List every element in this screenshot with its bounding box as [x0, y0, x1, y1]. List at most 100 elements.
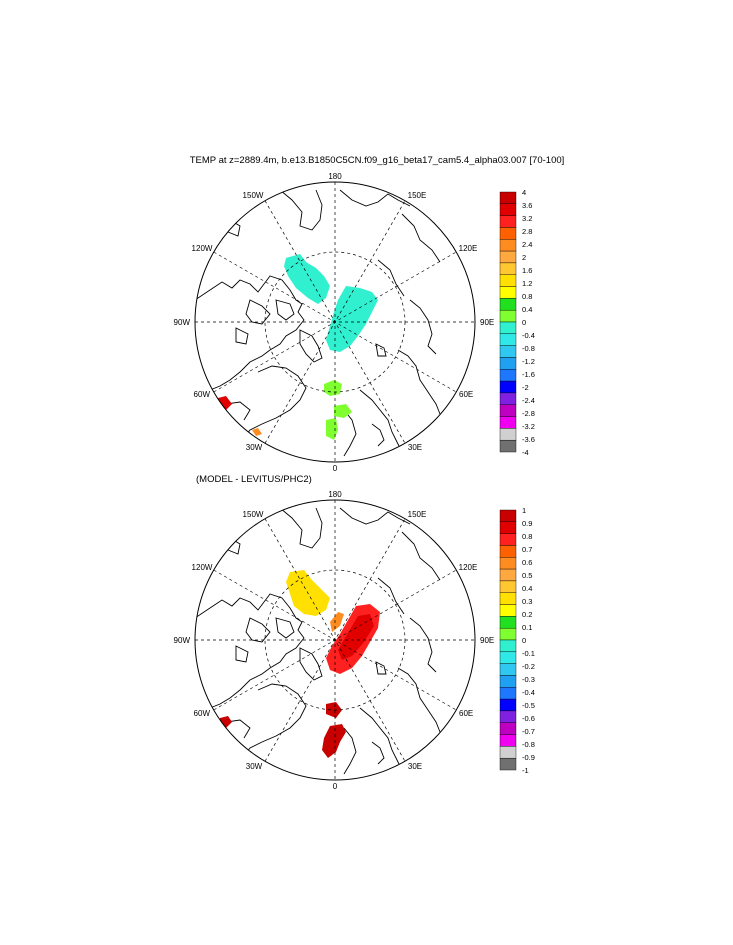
top-colorbar-swatch-3 — [499, 227, 517, 240]
bottom-colorbar-swatch-0 — [499, 509, 517, 523]
bottom-colorbar-tick-label-8: 0.2 — [522, 610, 532, 619]
top-colorbar-swatch-7 — [499, 274, 517, 287]
bottom-colorbar-tick-label-19: -0.9 — [522, 753, 535, 762]
bottom-colorbar-swatch-10 — [499, 627, 517, 641]
top-colorbar-tick-label-13: -1.2 — [522, 357, 535, 366]
bottom-colorbar-tick-label-12: -0.2 — [522, 662, 535, 671]
bottom-colorbar: 1 0.9 0.8 0.7 0.6 0.5 0.4 0.3 0.2 0.1 0 -0.1 -0.2 -0.… — [499, 506, 535, 775]
top-colorbar-swatch-5 — [499, 250, 517, 264]
bottom-colorbar-swatch-13 — [499, 663, 517, 676]
bottom-colorbar-swatch-7 — [499, 592, 517, 605]
top-lon-label-0: 0 — [333, 464, 338, 473]
bottom-colorbar-swatch-21 — [499, 757, 517, 771]
top-colorbar-tick-label-2: 3.2 — [522, 214, 532, 223]
bottom-colorbar-tick-label-17: -0.7 — [522, 727, 535, 736]
bottom-patch-eurasian-core — [338, 614, 374, 660]
bottom-colorbar-tick-label-20: -1 — [522, 766, 529, 775]
top-colorbar-swatch-2 — [499, 215, 517, 228]
bottom-colorbar-swatch-12 — [499, 651, 517, 664]
top-lon-label-180: 180 — [328, 172, 342, 181]
bottom-lon-label-150w: 150W — [243, 510, 264, 519]
bottom-colorbar-tick-label-5: 0.5 — [522, 571, 532, 580]
top-map-boundary — [194, 181, 476, 463]
bottom-colorbar-swatch-3 — [499, 545, 517, 558]
top-coastlines — [195, 189, 441, 457]
bottom-lon-label-150e: 150E — [408, 510, 427, 519]
bottom-colorbar-tick-label-3: 0.7 — [522, 545, 532, 554]
top-colorbar-tick-label-15: -2 — [522, 383, 529, 392]
bottom-lon-label-90w: 90W — [174, 636, 191, 645]
top-lon-label-120w: 120W — [192, 244, 213, 253]
top-colorbar-tick-label-18: -3.2 — [522, 422, 535, 431]
top-colorbar-swatch-9 — [499, 298, 517, 311]
top-colorbar-swatch-17 — [499, 392, 517, 405]
top-colorbar-tick-label-17: -2.8 — [522, 409, 535, 418]
bottom-colorbar-tick-label-1: 0.9 — [522, 519, 532, 528]
bottom-colorbar-tick-label-2: 0.8 — [522, 532, 532, 541]
top-colorbar-tick-label-20: -4 — [522, 448, 529, 457]
bottom-polar-map: 180 150E 120E 90E 60E 30E 0 30W 60W 90W … — [174, 490, 495, 791]
top-colorbar-swatch-6 — [499, 262, 517, 275]
bottom-lon-label-60w: 60W — [194, 709, 211, 718]
top-colorbar-swatch-18 — [499, 404, 517, 417]
top-lon-label-30w: 30W — [246, 443, 263, 452]
bottom-colorbar-swatch-9 — [499, 616, 517, 629]
bottom-colorbar-swatch-17 — [499, 710, 517, 723]
bottom-colorbar-swatch-18 — [499, 722, 517, 735]
bottom-lon-label-60e: 60E — [459, 709, 473, 718]
top-colorbar: 4 3.6 3.2 2.8 2.4 2 1.6 1.2 0.8 0.4 0 -0.4 -0.8 -1.2 -… — [499, 188, 535, 457]
top-lon-label-150e: 150E — [408, 191, 427, 200]
bottom-colorbar-tick-label-11: -0.1 — [522, 649, 535, 658]
top-colorbar-tick-label-19: -3.6 — [522, 435, 535, 444]
top-colorbar-swatch-14 — [499, 357, 517, 370]
top-colorbar-tick-label-7: 1.2 — [522, 279, 532, 288]
top-colorbar-tick-label-3: 2.8 — [522, 227, 532, 236]
top-colorbar-tick-label-16: -2.4 — [522, 396, 535, 405]
top-colorbar-tick-label-14: -1.6 — [522, 370, 535, 379]
top-colorbar-swatch-19 — [499, 416, 517, 429]
top-patch-orange-southwest — [252, 428, 262, 436]
bottom-lon-label-180: 180 — [328, 490, 342, 499]
bottom-colorbar-swatch-2 — [499, 533, 517, 546]
figure-subtitle: (MODEL - LEVITUS/PHC2) — [196, 474, 312, 485]
top-colorbar-tick-label-4: 2.4 — [522, 240, 532, 249]
top-colorbar-swatch-0 — [499, 191, 517, 205]
top-colorbar-swatch-10 — [499, 309, 517, 323]
top-lon-label-90w: 90W — [174, 318, 191, 327]
bottom-colorbar-tick-label-0: 1 — [522, 506, 526, 515]
top-patch-canada-basin — [284, 254, 330, 304]
top-colorbar-swatch-12 — [499, 333, 517, 346]
top-graticule — [195, 182, 475, 462]
top-colorbar-swatch-13 — [499, 345, 517, 358]
top-colorbar-tick-label-9: 0.4 — [522, 305, 532, 314]
top-lon-label-150w: 150W — [243, 191, 264, 200]
top-colorbar-tick-label-10: 0 — [522, 318, 526, 327]
top-lon-label-60e: 60E — [459, 390, 473, 399]
top-colorbar-swatch-8 — [499, 286, 517, 299]
top-colorbar-swatch-21 — [499, 439, 517, 453]
bottom-colorbar-tick-label-15: -0.5 — [522, 701, 535, 710]
top-colorbar-swatch-4 — [499, 239, 517, 252]
bottom-colorbar-swatch-11 — [499, 639, 517, 653]
bottom-colorbar-tick-label-14: -0.4 — [522, 688, 535, 697]
bottom-colorbar-swatch-6 — [499, 580, 517, 593]
top-colorbar-tick-label-12: -0.8 — [522, 344, 535, 353]
bottom-colorbar-swatch-16 — [499, 698, 517, 712]
top-colorbar-swatch-16 — [499, 380, 517, 394]
top-patch-green-south — [326, 418, 338, 440]
bottom-colorbar-swatch-8 — [499, 604, 517, 617]
bottom-colorbar-swatch-1 — [499, 521, 517, 534]
bottom-colorbar-tick-label-18: -0.8 — [522, 740, 535, 749]
bottom-lon-label-120e: 120E — [459, 563, 478, 572]
top-lon-label-60w: 60W — [194, 390, 211, 399]
bottom-colorbar-tick-label-16: -0.6 — [522, 714, 535, 723]
bottom-colorbar-tick-label-9: 0.1 — [522, 623, 532, 632]
top-colorbar-tick-label-5: 2 — [522, 253, 526, 262]
bottom-colorbar-tick-label-13: -0.3 — [522, 675, 535, 684]
top-polar-map: 180 150E 120E 90E 60E 30E 0 30W 60W 90W … — [174, 172, 495, 473]
figure-title: TEMP at z=2889.4m, b.e13.B1850C5CN.f09_g… — [190, 155, 565, 166]
bottom-colorbar-swatch-5 — [499, 568, 517, 582]
top-colorbar-swatch-20 — [499, 428, 517, 441]
bottom-colorbar-swatch-14 — [499, 675, 517, 688]
bottom-colorbar-tick-label-7: 0.3 — [522, 597, 532, 606]
